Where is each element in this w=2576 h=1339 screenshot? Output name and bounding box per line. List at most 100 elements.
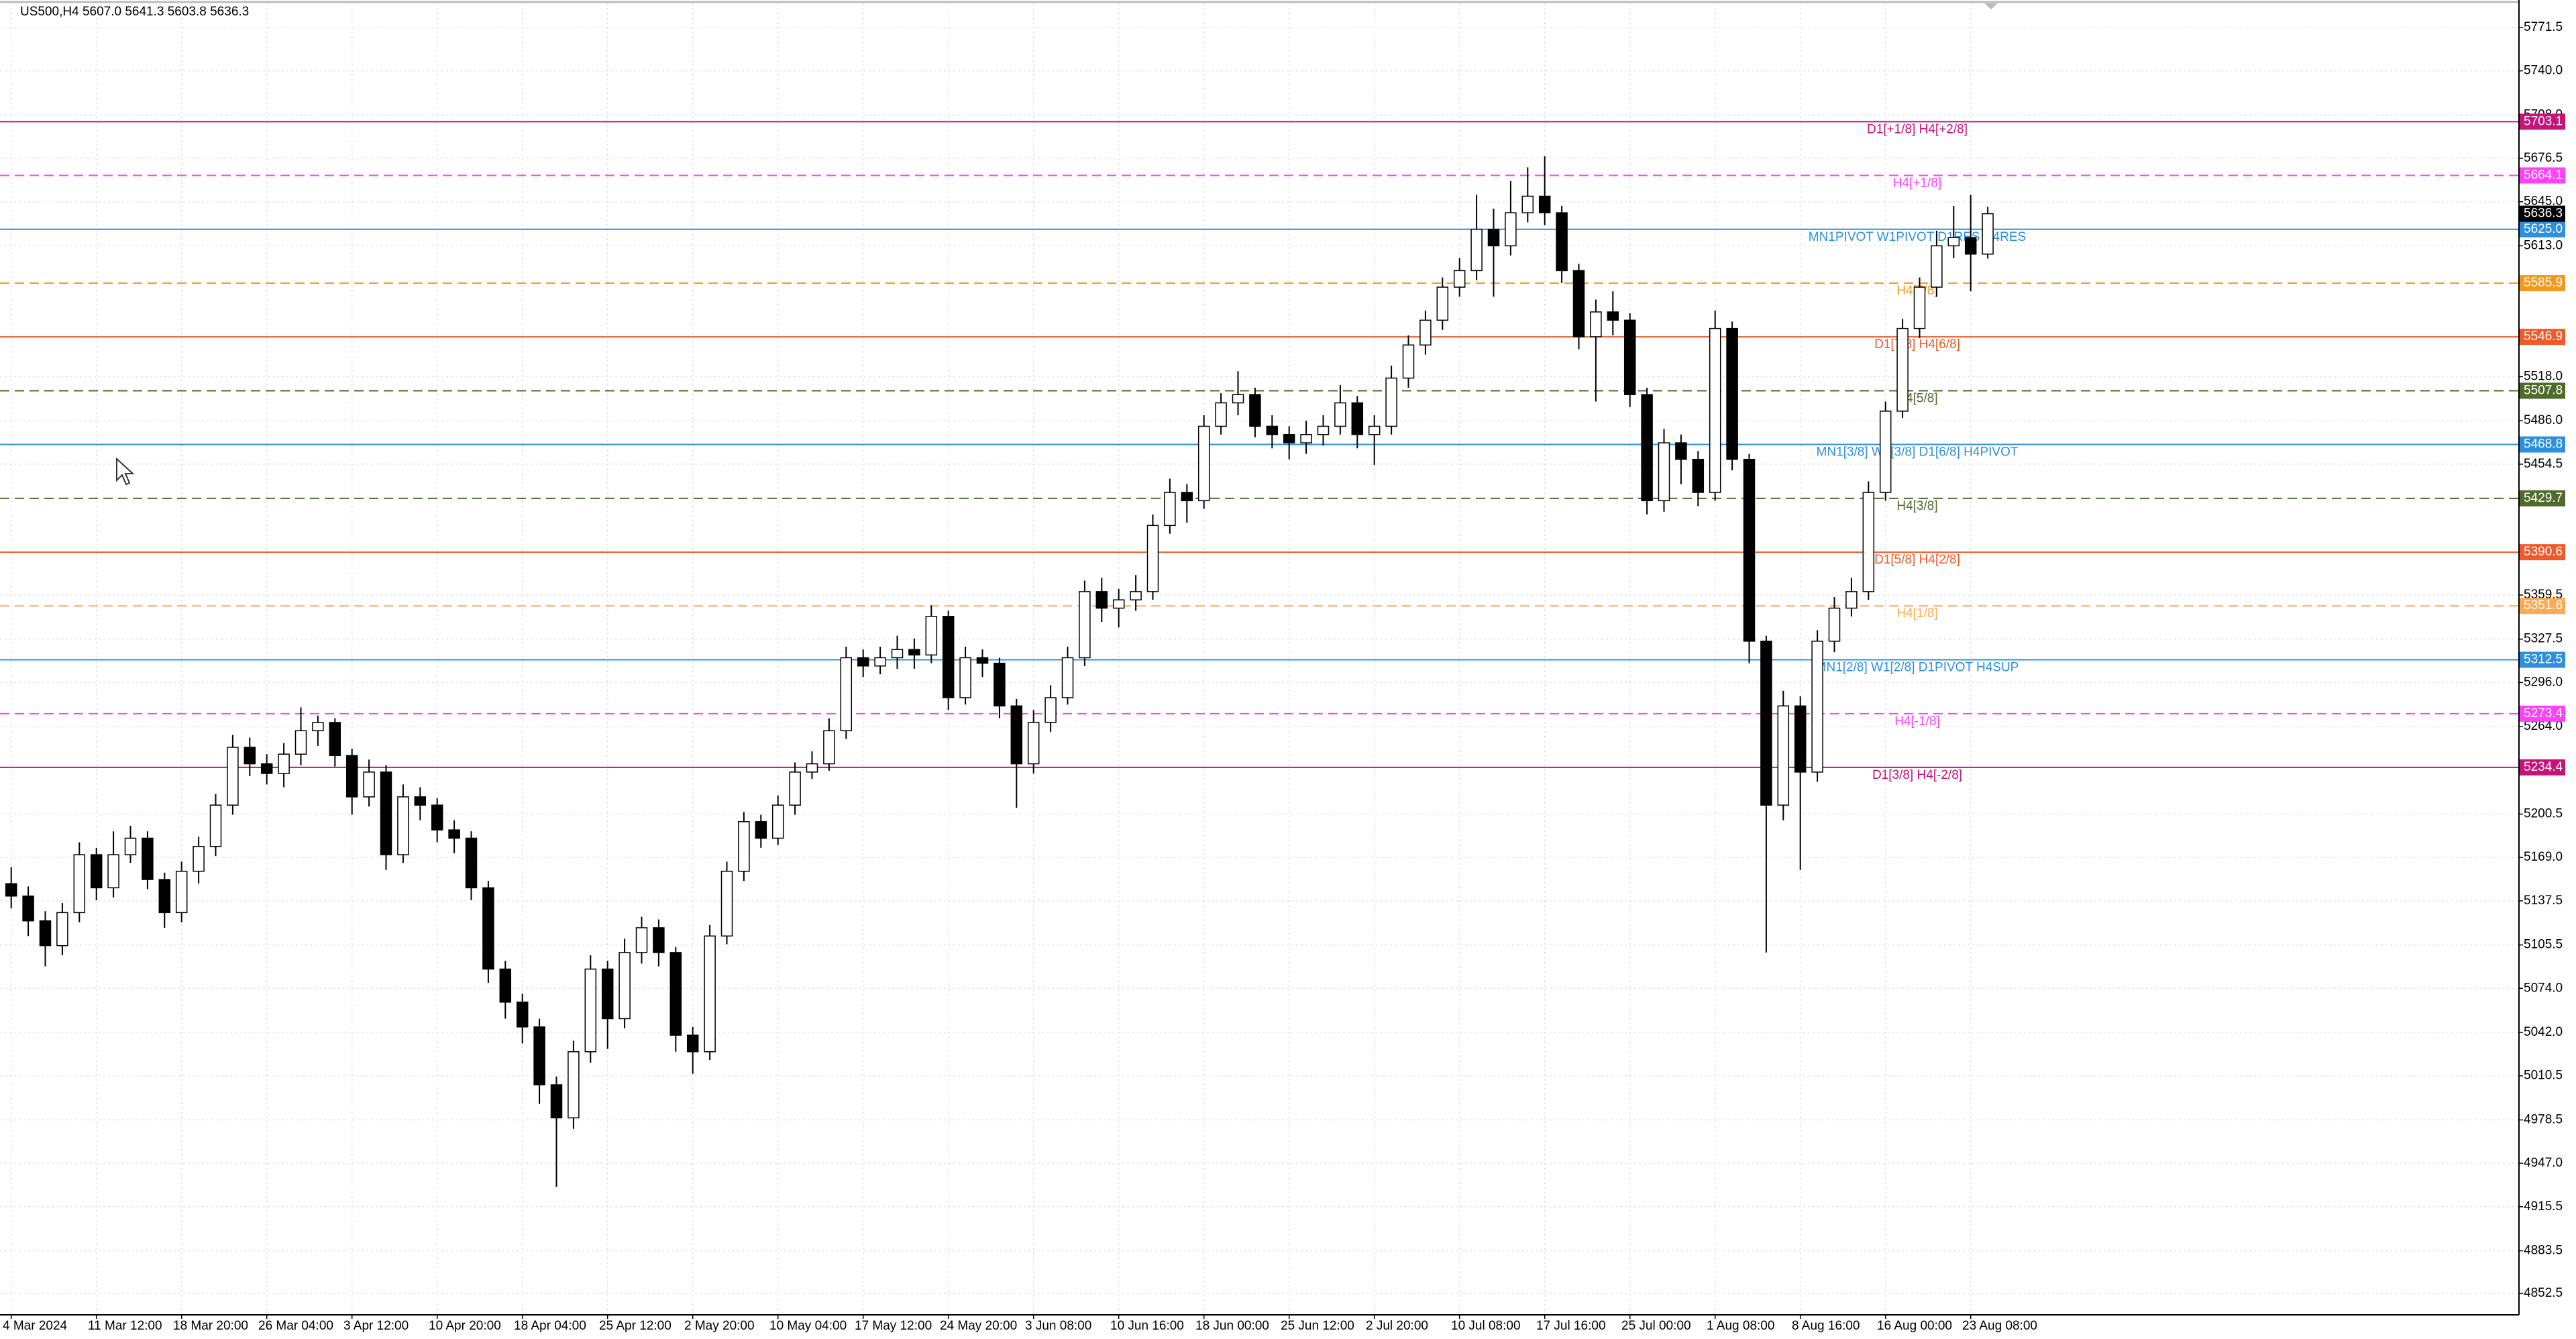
- level-label: H4[1/8]: [1896, 606, 1937, 621]
- price-label-box: [2520, 329, 2565, 345]
- last-price-label: 5636.3: [2524, 207, 2563, 221]
- candle-body: [1896, 327, 1909, 412]
- x-tick-label: 23 Aug 08:00: [1962, 1319, 2037, 1333]
- candle-body: [584, 968, 597, 1053]
- candle-body: [1095, 591, 1108, 609]
- price-label: 5351.6: [2524, 598, 2563, 612]
- candle-body: [1061, 657, 1074, 698]
- candle-body: [227, 747, 239, 806]
- x-tick-label: 10 Jul 08:00: [1451, 1319, 1521, 1333]
- candle-body: [925, 616, 938, 656]
- price-label: 5312.5: [2524, 653, 2563, 667]
- y-tick-label: 5105.5: [2524, 938, 2563, 952]
- candle-body: [1266, 425, 1279, 435]
- y-tick-label: 5645.0: [2524, 195, 2563, 209]
- x-tick-label: 8 Aug 16:00: [1792, 1319, 1860, 1333]
- candle-body: [5, 883, 17, 897]
- candle-body: [414, 796, 427, 806]
- price-label-box: [2520, 113, 2565, 130]
- candle-body: [1811, 641, 1823, 773]
- candle-body: [1197, 425, 1210, 502]
- candle-body: [345, 755, 358, 798]
- y-tick-label: 5010.5: [2524, 1069, 2563, 1083]
- levels: D1[+1/8] H4[+2/8]H4[+1/8]MN1PIVOT W1PIVO…: [0, 121, 2519, 782]
- x-tick-label: 24 May 20:00: [940, 1319, 1017, 1333]
- candle-body: [1982, 213, 1994, 255]
- candle-body: [397, 796, 409, 855]
- candle-body: [1879, 411, 1892, 493]
- price-label-box: [2520, 490, 2565, 506]
- price-label: 5273.4: [2524, 706, 2563, 720]
- candle-body: [1146, 525, 1159, 592]
- mouse-cursor: [116, 457, 135, 486]
- candle-body: [193, 846, 205, 872]
- candle-body: [22, 895, 34, 922]
- candle-body: [1658, 442, 1670, 502]
- price-label-box: [2520, 705, 2565, 722]
- candle-body: [209, 804, 222, 847]
- price-label-box: [2520, 221, 2565, 237]
- x-tick-label: 25 Jun 12:00: [1281, 1319, 1354, 1333]
- candle-body: [533, 1026, 545, 1085]
- candle-body: [1675, 442, 1687, 460]
- level-label: MN1[3/8] W1[3/8] D1[6/8] H4PIVOT: [1817, 445, 2019, 460]
- candle-body: [56, 912, 68, 947]
- candle-body: [175, 871, 188, 914]
- candle-body: [431, 804, 443, 831]
- candle-body: [994, 662, 1006, 707]
- candle-body: [1044, 697, 1057, 723]
- candles: [5, 156, 1994, 1187]
- candle-body: [840, 657, 853, 732]
- candle-body: [244, 747, 256, 765]
- x-tick-label: 3 Jun 08:00: [1025, 1319, 1091, 1333]
- candle-body: [738, 821, 750, 872]
- price-label-box: [2520, 167, 2565, 184]
- candle-body: [1607, 311, 1619, 321]
- candle-body: [499, 968, 512, 1003]
- candle-body: [1470, 229, 1483, 272]
- candle-body: [704, 935, 716, 1053]
- y-tick-label: 5137.5: [2524, 894, 2563, 908]
- chart-header: US500,H4 5607.0 5641.3 5603.8 5636.3: [20, 5, 249, 19]
- y-tick-label: 4852.5: [2524, 1286, 2563, 1300]
- candle-body: [1419, 319, 1432, 346]
- level-label: H4[3/8]: [1896, 499, 1937, 513]
- candle-body: [942, 616, 955, 698]
- candle-body: [720, 871, 733, 937]
- candle-body: [1402, 344, 1415, 379]
- candle-body: [73, 854, 86, 914]
- y-tick-label: 5518.0: [2524, 370, 2563, 384]
- level-label: D1[7/8] H4[6/8]: [1874, 337, 1960, 352]
- candle-body: [1487, 229, 1500, 247]
- last-price-box: [2520, 205, 2565, 222]
- x-tick-label: 25 Apr 12:00: [599, 1319, 672, 1333]
- candle-body: [516, 1002, 529, 1028]
- level-label: MN1[2/8] W1[2/8] D1PIVOT H4SUP: [1816, 661, 2019, 675]
- x-tick-label: 3 Apr 12:00: [343, 1319, 409, 1333]
- candle-body: [619, 952, 631, 1020]
- candle-body: [329, 722, 341, 756]
- y-tick-label: 5074.0: [2524, 981, 2563, 995]
- shift-marker[interactable]: [1984, 3, 1998, 9]
- candle-body: [1181, 492, 1193, 502]
- price-label: 5429.7: [2524, 491, 2563, 505]
- candle-body: [1828, 607, 1841, 642]
- candle-body: [1079, 591, 1091, 659]
- x-tick-label: 2 May 20:00: [684, 1319, 755, 1333]
- level-label: D1[5/8] H4[2/8]: [1874, 553, 1960, 567]
- y-tick-label: 5454.5: [2524, 457, 2563, 471]
- x-tick-label: 4 Mar 2024: [3, 1319, 68, 1333]
- candle-body: [789, 771, 801, 806]
- candle-body: [1862, 492, 1875, 592]
- candle-body: [1913, 286, 1926, 329]
- price-label: 5468.8: [2524, 437, 2563, 451]
- candle-body: [142, 837, 154, 880]
- grid: [0, 3, 2519, 1315]
- candle-body: [158, 879, 171, 914]
- candle-body: [363, 771, 375, 798]
- x-tick-label: 2 Jul 20:00: [1366, 1319, 1428, 1333]
- y-tick-label: 4978.5: [2524, 1112, 2563, 1126]
- price-label-box: [2520, 651, 2565, 668]
